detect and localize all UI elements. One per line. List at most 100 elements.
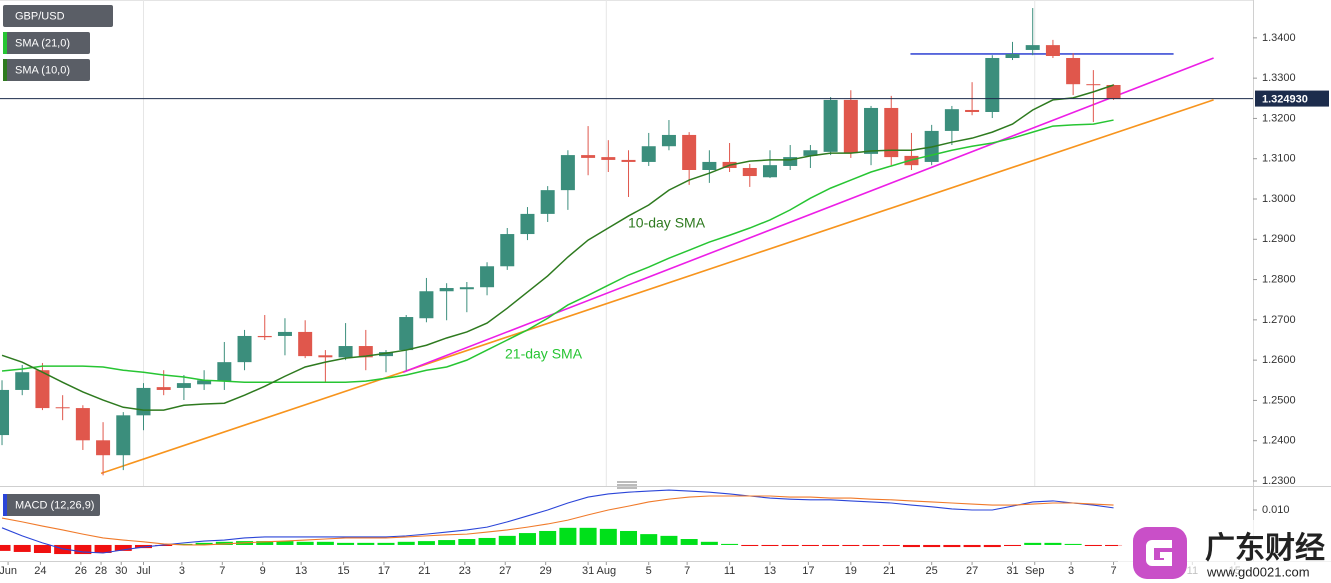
histogram-bar	[54, 544, 72, 555]
y-tick-label: 1.3100	[1262, 153, 1296, 165]
histogram-bar	[256, 541, 274, 545]
histogram-bar	[377, 542, 395, 545]
candle-body	[1005, 53, 1020, 59]
legend-box	[3, 32, 90, 54]
separator-handle	[617, 481, 637, 489]
candle-body	[1045, 45, 1060, 56]
x-tick-label: 23	[459, 565, 471, 577]
candle-body	[1086, 84, 1101, 86]
histogram-bar	[94, 544, 112, 554]
candle-body	[500, 234, 515, 267]
histogram-bar	[296, 541, 314, 545]
histogram-bar	[801, 544, 819, 547]
x-tick-label: 17	[378, 565, 390, 577]
histogram-bar	[33, 544, 51, 554]
histogram-bar	[539, 530, 557, 545]
x-tick-label: 29	[540, 565, 552, 577]
histogram-bar	[276, 541, 294, 545]
sma-annotation: 10-day SMA	[628, 215, 706, 231]
sma-line	[1, 84, 1114, 411]
candle-body	[338, 346, 353, 358]
candle-body	[156, 387, 171, 390]
histogram-bar	[781, 544, 799, 547]
histogram-bar	[1064, 543, 1082, 545]
histogram-bar	[357, 542, 375, 545]
legend-swatch	[3, 59, 7, 81]
candle-body	[884, 107, 899, 158]
histogram-bar	[518, 533, 536, 545]
legend-swatch	[3, 494, 7, 516]
candle-body	[762, 165, 777, 178]
candle-body	[985, 58, 1000, 112]
sma-annotation: 21-day SMA	[505, 346, 583, 362]
legend-box	[3, 494, 100, 516]
candle-body	[75, 408, 90, 441]
legend-swatch	[3, 32, 7, 54]
histogram-bar	[599, 528, 617, 545]
histogram-bar	[397, 541, 415, 545]
legend-box	[3, 5, 113, 27]
x-tick-label: 24	[34, 565, 46, 577]
candle-body	[298, 331, 313, 357]
histogram-bar	[660, 535, 678, 545]
histogram-bar	[438, 540, 456, 545]
histogram-bar	[640, 534, 658, 545]
x-tick-label: 7	[684, 565, 690, 577]
histogram-bar	[721, 543, 739, 545]
histogram-bar	[13, 544, 31, 552]
histogram-bar	[458, 539, 476, 545]
watermark-url: www.gd0021.com	[1206, 564, 1310, 579]
labels-layer: Jun 24 26 28 30 Jul 3 7 9 13 15 17 21 23 27 29 31 Aug 5 7 11…	[0, 5, 1329, 577]
x-tick-label: Jun	[0, 565, 17, 577]
histogram-bar	[923, 544, 941, 548]
candle-body	[783, 157, 798, 166]
histogram-bar	[478, 537, 496, 545]
candle-body	[237, 335, 252, 363]
x-tick-label: 13	[295, 565, 307, 577]
histogram-bar	[74, 544, 92, 555]
histogram-bar	[1105, 544, 1123, 547]
x-tick-label: 19	[845, 565, 857, 577]
histogram-bar	[498, 535, 516, 545]
y-tick-label: 1.3400	[1262, 32, 1296, 44]
x-tick-label: 28	[95, 565, 107, 577]
histogram-bar	[1004, 544, 1022, 547]
histogram-bar	[1084, 544, 1102, 547]
legend-label: SMA (21,0)	[15, 37, 70, 49]
marks-layer	[0, 8, 1253, 555]
histogram-bar	[882, 544, 900, 547]
x-tick-label: 13	[764, 565, 776, 577]
histogram-bar	[963, 544, 981, 548]
histogram-bar	[761, 544, 779, 547]
histogram-bar	[559, 527, 577, 545]
y-tick-label: 1.2800	[1262, 273, 1296, 285]
histogram-bar	[822, 544, 840, 547]
candle-body	[944, 109, 959, 131]
candle-body	[439, 288, 454, 292]
watermark: 广东财经 www.gd0021.com	[1118, 520, 1331, 583]
candle-body	[682, 134, 697, 170]
candle-body	[399, 317, 414, 351]
candle-body	[0, 389, 10, 436]
x-tick-label: 3	[179, 565, 185, 577]
candle-body	[379, 352, 394, 357]
candle-body	[419, 291, 434, 319]
histogram-bar	[0, 544, 11, 551]
last-price-box	[1255, 90, 1329, 107]
candle-body	[217, 362, 232, 382]
histogram-bar	[417, 541, 435, 545]
candle-body	[277, 331, 292, 336]
y-tick-label: 1.2700	[1262, 314, 1296, 326]
candle-body	[35, 370, 50, 409]
candle-body	[197, 380, 212, 385]
y-tick-label: 1.2900	[1262, 233, 1296, 245]
histogram-bar	[316, 541, 334, 545]
x-tick-label: 9	[260, 565, 266, 577]
histogram-bar	[700, 541, 718, 545]
y-tick-label: 1.3000	[1262, 193, 1296, 205]
candle-body	[520, 213, 535, 235]
candle-body	[641, 146, 656, 162]
candle-body	[358, 346, 373, 358]
